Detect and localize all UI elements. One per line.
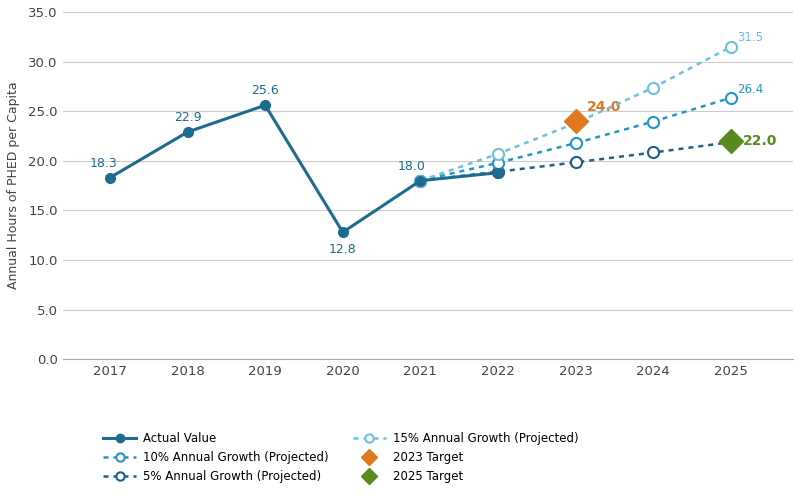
Text: 18.3: 18.3 xyxy=(90,157,118,170)
Text: 25.6: 25.6 xyxy=(251,84,279,97)
Text: 18.0: 18.0 xyxy=(397,160,425,173)
Y-axis label: Annual Hours of PHED per Capita: Annual Hours of PHED per Capita xyxy=(7,82,20,289)
Text: 22.9: 22.9 xyxy=(174,111,202,124)
Text: 31.5: 31.5 xyxy=(737,31,763,44)
Legend: Actual Value, 10% Annual Growth (Projected), 5% Annual Growth (Projected), 15% A: Actual Value, 10% Annual Growth (Project… xyxy=(98,428,583,488)
Text: 24.0: 24.0 xyxy=(587,100,622,114)
Text: 22.0: 22.0 xyxy=(742,134,777,148)
Text: 26.4: 26.4 xyxy=(737,83,763,96)
Text: 12.8: 12.8 xyxy=(329,243,357,256)
